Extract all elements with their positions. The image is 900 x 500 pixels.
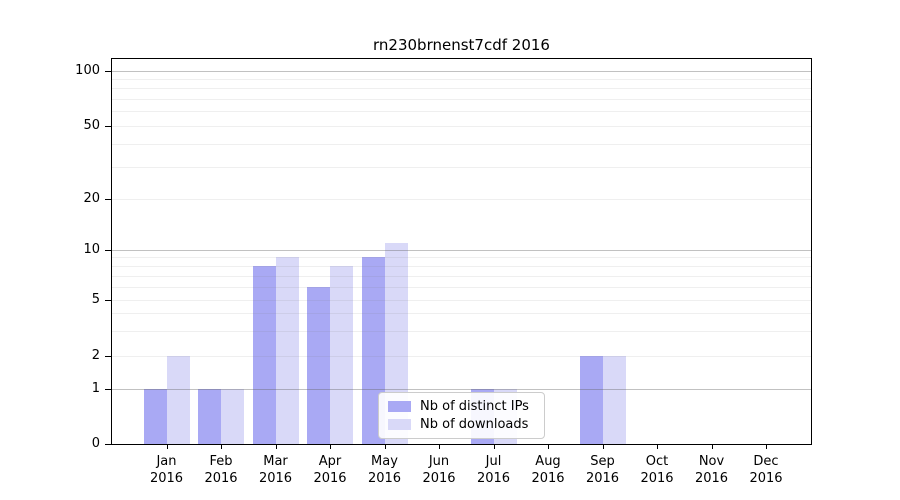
y-tick-label-50: 50 xyxy=(83,117,100,133)
x-tick-label-jul: Jul 2016 xyxy=(476,454,511,486)
gridline-3 xyxy=(112,330,811,332)
gridline-60 xyxy=(112,111,811,113)
gridline-4 xyxy=(112,313,811,315)
y-tick-mark-100 xyxy=(105,70,112,72)
bar-distinct-ips-mar xyxy=(252,265,276,444)
y-tick-label-10: 10 xyxy=(83,241,100,257)
x-tick-label-jun: Jun 2016 xyxy=(422,454,456,486)
x-tick-mark-nov xyxy=(711,444,713,449)
x-tick-mark-jun xyxy=(439,444,440,449)
grid-layer xyxy=(112,59,811,444)
legend-label-downloads: Nb of downloads xyxy=(420,417,529,432)
x-tick-label-apr: Apr 2016 xyxy=(313,454,347,486)
gridline-100 xyxy=(112,70,811,72)
gridline-70 xyxy=(112,98,811,100)
bar-distinct-ips-apr xyxy=(307,286,330,444)
chart-title: rn230brnenst7cdf 2016 xyxy=(373,36,550,54)
x-tick-mark-aug xyxy=(548,444,549,449)
x-tick-mark-sep xyxy=(602,444,604,449)
legend: Nb of distinct IPs Nb of downloads xyxy=(378,392,545,439)
x-tick-mark-may xyxy=(384,444,386,449)
plot-area: Nb of distinct IPs Nb of downloads xyxy=(111,58,812,445)
y-tick-mark-0 xyxy=(105,444,112,445)
legend-item-distinct-ips: Nb of distinct IPs xyxy=(388,399,535,414)
y-tick-label-5: 5 xyxy=(91,291,100,307)
bar-downloads-mar xyxy=(275,257,299,444)
x-tick-mark-apr xyxy=(330,444,331,449)
x-tick-mark-jul xyxy=(493,444,495,449)
gridline-80 xyxy=(112,88,811,90)
gridline-90 xyxy=(112,78,811,80)
bar-downloads-jan xyxy=(166,355,190,444)
gridline-30 xyxy=(112,166,811,168)
y-tick-label-2: 2 xyxy=(91,347,100,363)
y-tick-label-20: 20 xyxy=(83,191,100,207)
x-tick-mark-oct xyxy=(657,444,658,449)
bar-distinct-ips-feb xyxy=(198,389,221,444)
y-tick-label-1: 1 xyxy=(91,381,100,397)
x-tick-label-oct: Oct 2016 xyxy=(640,454,674,486)
x-tick-label-sep: Sep 2016 xyxy=(585,454,620,486)
gridline-10 xyxy=(112,249,811,251)
x-tick-label-nov: Nov 2016 xyxy=(694,454,729,486)
x-tick-mark-mar xyxy=(275,444,277,449)
y-tick-mark-20 xyxy=(105,199,112,201)
gridline-8 xyxy=(112,265,811,267)
bar-downloads-feb xyxy=(221,389,244,444)
gridline-7 xyxy=(112,275,811,277)
bar-distinct-ips-sep xyxy=(579,355,603,444)
bar-distinct-ips-jan xyxy=(143,389,167,444)
y-tick-label-0: 0 xyxy=(91,436,100,451)
bar-downloads-apr xyxy=(330,265,353,444)
x-tick-label-mar: Mar 2016 xyxy=(258,454,293,486)
legend-label-distinct-ips: Nb of distinct IPs xyxy=(420,399,529,414)
x-tick-label-dec: Dec 2016 xyxy=(749,454,783,486)
y-tick-mark-1 xyxy=(105,389,112,391)
x-tick-label-feb: Feb 2016 xyxy=(204,454,238,486)
y-tick-mark-2 xyxy=(105,355,112,357)
gridline-9 xyxy=(112,257,811,259)
bar-downloads-sep xyxy=(602,355,626,444)
x-tick-label-aug: Aug 2016 xyxy=(531,454,565,486)
x-tick-label-may: May 2016 xyxy=(367,454,402,486)
y-tick-mark-50 xyxy=(105,125,112,127)
gridline-6 xyxy=(112,286,811,288)
y-tick-mark-5 xyxy=(105,299,112,301)
x-tick-mark-jan xyxy=(166,444,168,449)
gridline-40 xyxy=(112,143,811,145)
legend-swatch-downloads xyxy=(388,419,411,430)
gridline-5 xyxy=(112,299,811,301)
y-tick-label-100: 100 xyxy=(75,62,100,78)
x-tick-mark-feb xyxy=(221,444,222,449)
gridline-2 xyxy=(112,355,811,357)
legend-item-downloads: Nb of downloads xyxy=(388,417,535,432)
x-tick-mark-dec xyxy=(766,444,767,449)
y-tick-mark-10 xyxy=(105,249,112,251)
legend-swatch-distinct-ips xyxy=(388,401,411,412)
gridline-50 xyxy=(112,125,811,127)
gridline-20 xyxy=(112,199,811,201)
x-tick-label-jan: Jan 2016 xyxy=(149,454,184,486)
gridline-1 xyxy=(112,389,811,391)
